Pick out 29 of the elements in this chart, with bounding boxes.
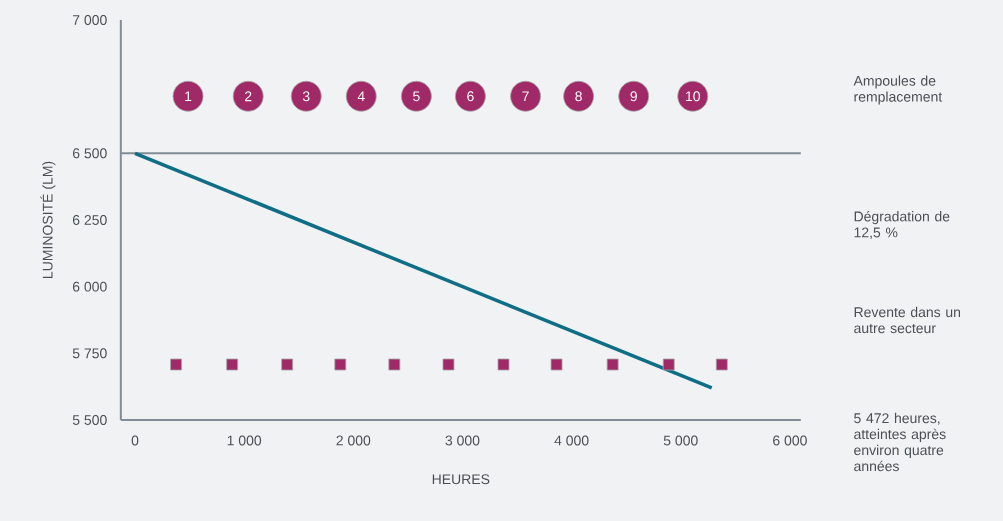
annotation: 8: [575, 91, 582, 102]
annotation: 7: [522, 91, 529, 102]
annotation: 2: [245, 91, 252, 102]
annotation: 5: [413, 91, 420, 102]
annotation: 4: [357, 91, 365, 102]
x-axis-title: HEURES: [432, 474, 490, 485]
x-tick-label: 2 000: [336, 435, 371, 446]
text: 5 472 heures, atteintes après environ quatre années: [854, 412, 946, 472]
x-tick-label: 3 000: [445, 435, 480, 446]
annotation: 1: [185, 91, 192, 102]
y-tick-label: 6 000: [72, 281, 107, 292]
text: Revente dans un autre secteur: [854, 306, 961, 334]
x-tick-label: 0: [131, 435, 139, 446]
y-tick-label: 7 000: [72, 15, 107, 25]
y-tick-label: 6 250: [72, 215, 107, 225]
x-tick-label: 1 000: [227, 435, 262, 446]
annotation: 9: [630, 91, 637, 102]
text: Ampoules de remplacement: [853, 75, 943, 105]
x-tick-label: 4 000: [554, 435, 589, 446]
y-tick-label: 5 750: [72, 348, 107, 359]
x-tick-label: 5 000: [663, 435, 698, 446]
y-axis-title: LUMINOSITÉ (LM): [40, 161, 56, 278]
text: Dégradation de 12,5 %: [854, 210, 950, 240]
x-tick-label: 6 000: [773, 435, 807, 446]
y-tick-label: 5 500: [72, 415, 107, 425]
annotation: 3: [302, 91, 310, 102]
y-tick-label: 6 500: [72, 148, 107, 159]
annotation: 6: [467, 91, 474, 102]
annotation: 10: [686, 91, 700, 102]
